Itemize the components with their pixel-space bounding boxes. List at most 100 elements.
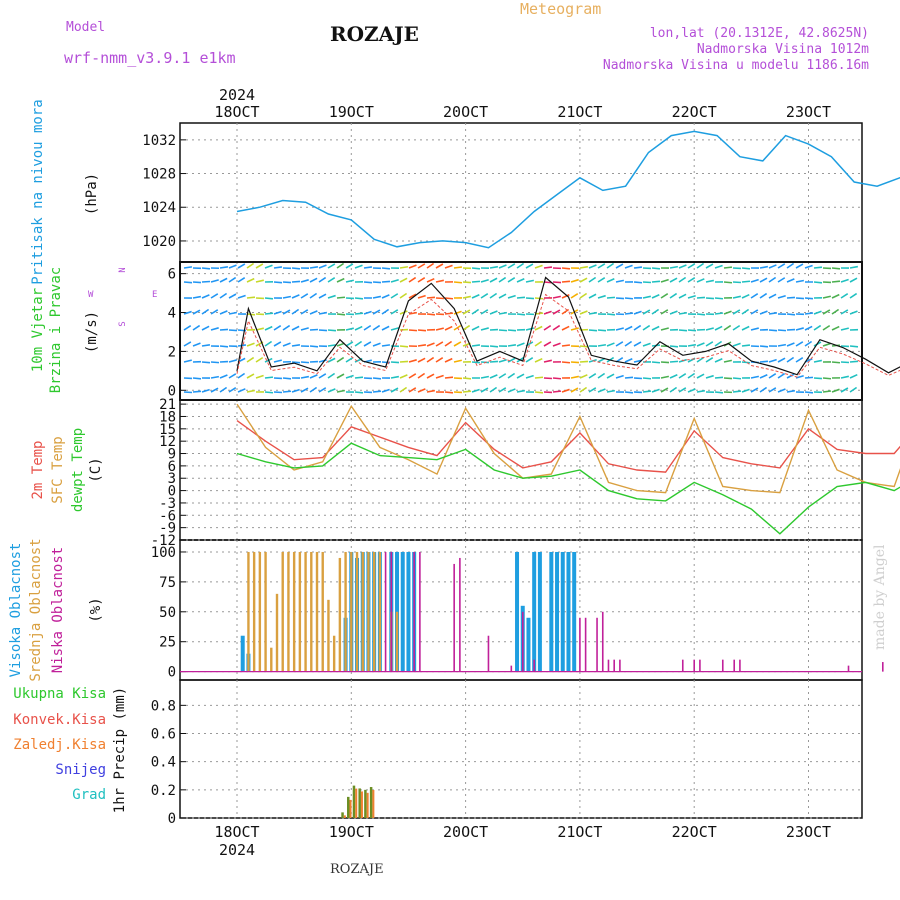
wind-barb	[606, 373, 615, 379]
wind-barb	[561, 294, 570, 299]
wind-barb	[426, 342, 435, 347]
wind-barb	[372, 295, 382, 299]
wind-barb	[417, 329, 427, 332]
wind-barb	[795, 341, 804, 347]
wind-barb	[435, 341, 444, 347]
wind-barb	[183, 341, 192, 347]
cloud-ylabel-3: Niska Oblacnost	[50, 547, 66, 673]
wind-barb	[498, 387, 507, 393]
wind-barb	[345, 341, 354, 347]
wind-barb	[507, 294, 516, 299]
wind-barb	[795, 297, 805, 300]
wind-barb	[597, 372, 606, 379]
wind-barb	[750, 278, 759, 283]
cloud-bar	[733, 659, 736, 672]
wind-barb	[489, 277, 498, 283]
wind-barb	[282, 324, 291, 331]
y-tick-label: 0.6	[151, 727, 176, 743]
wind-barb	[615, 341, 624, 347]
wind-barb	[642, 309, 651, 315]
footer-station: ROZAJE	[330, 862, 384, 877]
cloud-bar	[275, 593, 279, 672]
wind-barb	[795, 263, 804, 269]
cloud-bar	[721, 659, 724, 672]
wind-barb	[687, 329, 697, 332]
cloud-bar	[681, 659, 684, 672]
wind-barb	[786, 262, 795, 269]
precip-bar	[347, 796, 350, 818]
wind-barb	[192, 295, 202, 299]
wind-barb	[183, 324, 192, 331]
wind-barb	[561, 280, 571, 283]
wind-barb	[498, 264, 507, 269]
wind-barb	[696, 389, 706, 393]
wind-barb	[219, 292, 228, 299]
wind-barb	[354, 264, 363, 269]
wind-barb	[768, 264, 777, 269]
wind-barb	[201, 388, 210, 393]
cloud-bar	[240, 635, 245, 672]
wind-barb	[255, 374, 264, 379]
wind-barb	[417, 388, 426, 393]
wind-barb	[588, 264, 597, 269]
cloud-bar	[287, 551, 290, 672]
y-tick-label: 0.4	[151, 755, 176, 771]
top-day-label: 23OCT	[786, 103, 831, 121]
wind-barb	[201, 294, 210, 299]
cloud-bar	[601, 611, 604, 672]
wind-barb	[408, 311, 418, 315]
bottom-day-label: 21OCT	[557, 823, 602, 841]
compass-e: E	[152, 290, 157, 300]
wind-barb	[795, 279, 805, 283]
wind-barb	[381, 344, 391, 347]
wind-barb	[606, 262, 615, 269]
panel-frame	[179, 399, 863, 541]
y-tick-label: -9	[159, 521, 176, 537]
wind-barb	[804, 297, 814, 300]
wind-barb	[237, 276, 246, 283]
wind-barb	[543, 359, 552, 363]
wind-barb	[588, 311, 598, 315]
wind-barb	[813, 266, 823, 269]
wind-barb	[588, 293, 597, 299]
wind-barb	[714, 312, 724, 315]
wind-barb	[363, 281, 373, 284]
wind-barb	[183, 391, 193, 394]
wind-barb	[786, 373, 795, 379]
precip-legend-4: Grad	[72, 787, 106, 803]
y-tick-label: 0.8	[151, 698, 176, 714]
wind-barb	[525, 279, 534, 283]
cloud-bar	[258, 551, 262, 672]
wind-barb	[741, 388, 750, 393]
wind-barb	[327, 388, 336, 393]
wind-barb	[273, 266, 283, 269]
wind-barb	[831, 293, 840, 299]
y-tick-label: -6	[159, 508, 176, 524]
wind-barb	[471, 280, 481, 283]
wind-barb	[480, 387, 489, 393]
cloud-bar	[533, 659, 535, 672]
wind-barb	[192, 342, 201, 347]
wind-barb	[669, 374, 678, 379]
wind-barb	[624, 297, 634, 300]
wind-barb	[813, 377, 823, 380]
wind-barb	[318, 329, 328, 332]
precip-bar	[352, 785, 356, 818]
wind-barb	[363, 310, 372, 315]
wind-barb	[336, 356, 345, 363]
wind-barb	[255, 356, 264, 363]
wind-barb	[777, 329, 787, 332]
wind-barb	[777, 295, 786, 299]
wind-barb	[417, 357, 426, 363]
wind-barb	[192, 281, 202, 284]
cloud-bar	[459, 557, 461, 672]
wind-barb	[597, 388, 606, 393]
wind-barb	[390, 327, 399, 331]
wind-barb	[390, 278, 399, 283]
wind-barb	[480, 293, 489, 299]
meteogram-label: Meteogram	[520, 0, 602, 18]
wind-barb	[822, 309, 831, 315]
precip-bar	[364, 789, 367, 818]
top-day-label: 21OCT	[557, 103, 602, 121]
wind-barb	[282, 342, 291, 347]
